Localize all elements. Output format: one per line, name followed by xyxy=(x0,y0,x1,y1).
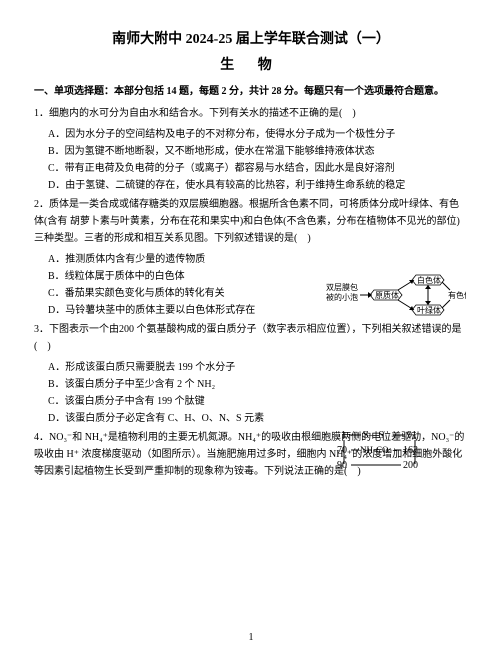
q1-opt-c: C．带有正电荷及负电荷的分子（或离子）都容易与水结合，因此水是良好溶剂 xyxy=(34,160,468,177)
section-header: 一、单项选择题：本部分包括 14 题，每题 2 分，共计 28 分。每题只有一个… xyxy=(34,84,468,99)
q2-opt-a: A．推测质体内含有少量的遗传物质 xyxy=(34,251,314,268)
page-number: 1 xyxy=(0,632,502,643)
subject-title: 生 物 xyxy=(34,54,468,74)
q3-opt-a: A．形成该蛋白质只需要脱去 199 个水分子 xyxy=(34,359,344,376)
question-1: 1．细胞内的水可分为自由水和结合水。下列有关水的描述不正确的是( ) A．因为水… xyxy=(34,105,468,194)
q3-number: 3． xyxy=(34,324,49,335)
d2-label-left1: 双层膜包 xyxy=(326,282,358,292)
d2-label-left2: 被的小泡 xyxy=(326,292,358,302)
q1-opt-b: B．因为氢键不断地断裂，又不断地形成，使水在常温下能够维持液体状态 xyxy=(34,143,468,160)
q2-text: 质体是一类合成或储存糖类的双层膜细胞器。根据所含色素不同，可将质体分成叶绿体、有… xyxy=(34,199,460,244)
q3-opt-c: C．该蛋白质分子中含有 199 个肽键 xyxy=(34,393,344,410)
q4-number: 4． xyxy=(34,432,49,443)
q2-number: 2． xyxy=(34,199,49,210)
q2-diagram: 双层膜包 被的小泡 原质体 白色体 叶绿体 有色体 xyxy=(326,270,466,320)
question-4: 4．NO₃⁻和 NH₄⁺是植物利用的主要无机氮源。NH₄⁺的吸收由根细胞膜两侧的… xyxy=(34,429,468,480)
q1-opt-d: D．由于氢键、二硫键的存在，使水具有较高的比热容，利于维持生命系统的稳定 xyxy=(34,177,468,194)
exam-title: 南师大附中 2024-25 届上学年联合测试（一） xyxy=(34,28,468,48)
d2-node-center: 原质体 xyxy=(375,290,399,300)
q3-opt-b: B．该蛋白质分子中至少含有 2 个 NH₂ xyxy=(34,376,344,393)
q1-opt-a: A．因为水分子的空间结构及电子的不对称分布，使得水分子成为一个极性分子 xyxy=(34,126,468,143)
d2-node-right: 有色体 xyxy=(448,290,466,300)
q4-text: NO₃⁻和 NH₄⁺是植物利用的主要无机氮源。NH₄⁺的吸收由根细胞膜两侧的电位… xyxy=(34,432,464,477)
d2-node-top: 白色体 xyxy=(417,275,441,285)
q3-text: 下图表示一个由200 个氨基酸构成的蛋白质分子（数字表示相应位置），下列相关叙述… xyxy=(34,324,462,352)
q2-opt-b: B．线粒体属于质体中的白色体 xyxy=(34,268,314,285)
d2-node-bottom: 叶绿体 xyxy=(417,305,441,315)
q1-number: 1． xyxy=(34,108,49,119)
question-3: 3．下图表示一个由200 个氨基酸构成的蛋白质分子（数字表示相应位置），下列相关… xyxy=(34,321,468,427)
q3-opt-d: D．该蛋白质分子必定含有 C、H、O、N、S 元素 xyxy=(34,410,468,427)
q2-opt-c: C．番茄果实颜色变化与质体的转化有关 xyxy=(34,285,314,302)
q1-text: 细胞内的水可分为自由水和结合水。下列有关水的描述不正确的是( ) xyxy=(49,108,356,119)
